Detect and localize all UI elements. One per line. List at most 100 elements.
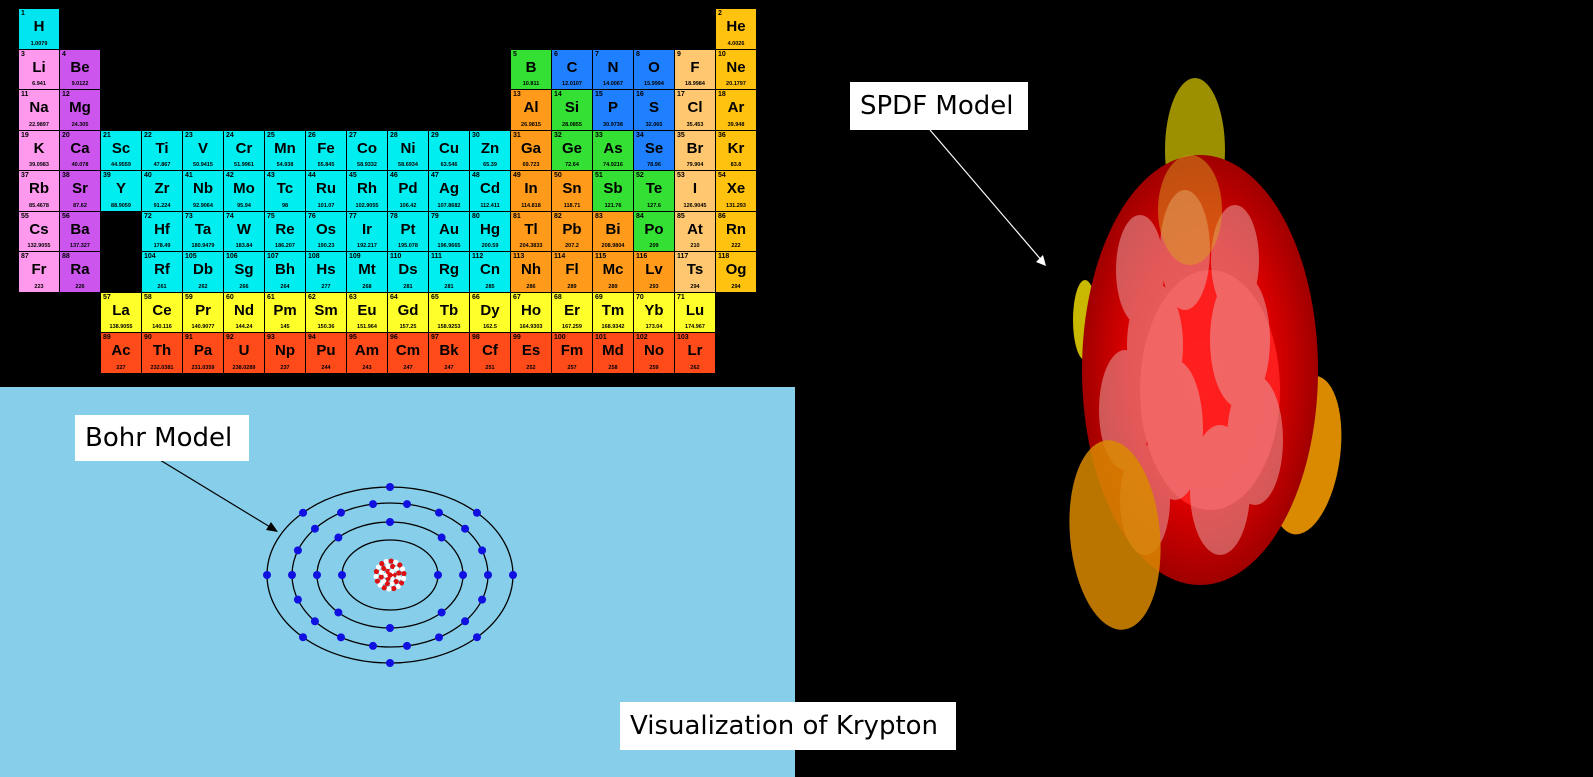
atomic-mass: 24.305 — [71, 121, 89, 128]
atomic-number: 10 — [718, 50, 726, 58]
atomic-number: 56 — [62, 212, 70, 220]
atomic-mass: 112.411 — [480, 202, 500, 209]
element-cell: 75 Re 186.207 — [264, 210, 306, 252]
element-symbol: W — [236, 220, 252, 238]
atomic-number: 31 — [513, 131, 521, 139]
atomic-number: 98 — [472, 334, 480, 341]
atomic-number: 34 — [636, 131, 644, 139]
periodic-table: 1 H 1.0079 2 He 4.0026 3 Li 6.941 4 Be 9.0122 5 B 10.8… — [0, 0, 800, 382]
element-symbol: Bk — [439, 342, 459, 359]
element-cell: 17 Cl 35.453 — [674, 89, 716, 131]
atomic-number: 22 — [144, 131, 152, 139]
element-cell: 11 Na 22.9897 — [18, 89, 60, 131]
atomic-number: 35 — [677, 131, 685, 139]
atomic-mass: 162.5 — [483, 324, 497, 330]
element-symbol: Xe — [726, 180, 746, 197]
element-symbol: La — [112, 301, 130, 319]
element-symbol: Pr — [195, 301, 211, 319]
atomic-number: 114 — [554, 253, 566, 260]
element-symbol: Cs — [29, 220, 49, 238]
element-cell: 62 Sm 150.36 — [305, 291, 347, 333]
atomic-mass: 208.9804 — [601, 243, 625, 249]
orbital-lobe — [1099, 350, 1151, 470]
element-cell: 30 Zn 65.39 — [469, 129, 511, 171]
element-cell: 74 W 183.84 — [223, 210, 265, 252]
atomic-mass: 91.224 — [153, 202, 171, 209]
element-cell: 88 Ra 226 — [59, 251, 101, 293]
element-symbol: U — [238, 342, 250, 359]
element-symbol: Es — [521, 342, 541, 359]
element-symbol: Cf — [482, 342, 498, 359]
element-cell: 64 Gd 157.25 — [387, 291, 429, 333]
atomic-mass: 98 — [281, 202, 289, 209]
atomic-mass: 207.2 — [565, 243, 579, 249]
atomic-number: 103 — [677, 334, 689, 341]
atomic-number: 48 — [472, 172, 480, 179]
atomic-mass: 140.116 — [152, 324, 172, 330]
element-symbol: Mc — [602, 261, 624, 278]
atomic-number: 1 — [21, 10, 25, 17]
element-symbol: Pt — [400, 220, 416, 238]
atomic-mass: 4.0026 — [727, 40, 745, 47]
atomic-number: 99 — [513, 334, 521, 341]
element-cell: 24 Cr 51.9961 — [223, 129, 265, 171]
atomic-number: 37 — [21, 172, 29, 179]
element-cell: 16 S 32.065 — [633, 89, 675, 131]
element-cell: 54 Xe 131.293 — [715, 170, 757, 212]
element-symbol: Ar — [727, 99, 745, 116]
atomic-number: 14 — [554, 91, 562, 98]
element-symbol: Rb — [29, 180, 49, 197]
element-cell: 95 Am 243 — [346, 332, 388, 374]
element-symbol: Nb — [193, 180, 213, 197]
atomic-mass: 35.453 — [686, 121, 704, 128]
element-cell: 8 O 15.9994 — [633, 48, 675, 90]
element-cell: 14 Si 28.0855 — [551, 89, 593, 131]
element-symbol: Ca — [70, 139, 90, 157]
atomic-mass: 51.9961 — [234, 162, 254, 168]
atomic-mass: 258 — [608, 364, 618, 371]
element-cell: 81 Tl 204.3833 — [510, 210, 552, 252]
atomic-number: 112 — [472, 253, 484, 260]
element-cell: 25 Mn 54.938 — [264, 129, 306, 171]
atomic-number: 8 — [636, 50, 640, 58]
atomic-number: 69 — [595, 293, 603, 301]
element-cell: 108 Hs 277 — [305, 251, 347, 293]
atomic-mass: 266 — [239, 283, 249, 290]
element-cell: 101 Md 258 — [592, 332, 634, 374]
element-cell: 35 Br 79.904 — [674, 129, 716, 171]
atomic-mass: 58.6934 — [398, 162, 418, 168]
element-cell: 109 Mt 268 — [346, 251, 388, 293]
atomic-number: 67 — [513, 293, 521, 301]
atomic-number: 41 — [185, 172, 193, 179]
element-cell: 63 Eu 151.964 — [346, 291, 388, 333]
element-cell: 104 Rf 261 — [141, 251, 183, 293]
element-cell: 93 Np 237 — [264, 332, 306, 374]
atomic-number: 45 — [349, 172, 357, 179]
element-cell: 27 Co 58.9332 — [346, 129, 388, 171]
atomic-mass: 227 — [116, 364, 126, 371]
atomic-mass: 247 — [444, 364, 454, 371]
element-symbol: Md — [602, 342, 624, 359]
atomic-number: 15 — [595, 91, 603, 98]
atomic-mass: 85.4678 — [29, 202, 49, 209]
element-symbol: C — [566, 58, 578, 76]
element-cell: 32 Ge 72.64 — [551, 129, 593, 171]
atomic-number: 36 — [718, 131, 726, 139]
atomic-mass: 63.546 — [440, 162, 458, 168]
element-symbol: Mn — [274, 139, 296, 157]
atomic-number: 62 — [308, 293, 316, 301]
atomic-mass: 47.867 — [153, 162, 171, 168]
element-cell: 71 Lu 174.967 — [674, 291, 716, 333]
element-cell: 34 Se 78.96 — [633, 129, 675, 171]
orbital-lobe — [1210, 272, 1270, 408]
atomic-number: 28 — [390, 131, 398, 139]
element-cell: 73 Ta 180.9479 — [182, 210, 224, 252]
element-cell: 84 Po 209 — [633, 210, 675, 252]
element-symbol: Sr — [72, 180, 88, 197]
atomic-number: 16 — [636, 91, 644, 98]
atomic-mass: 257 — [567, 364, 577, 371]
element-cell: 91 Pa 231.0359 — [182, 332, 224, 374]
element-cell: 78 Pt 195.078 — [387, 210, 429, 252]
atomic-number: 25 — [267, 131, 275, 139]
element-cell: 67 Ho 164.9303 — [510, 291, 552, 333]
